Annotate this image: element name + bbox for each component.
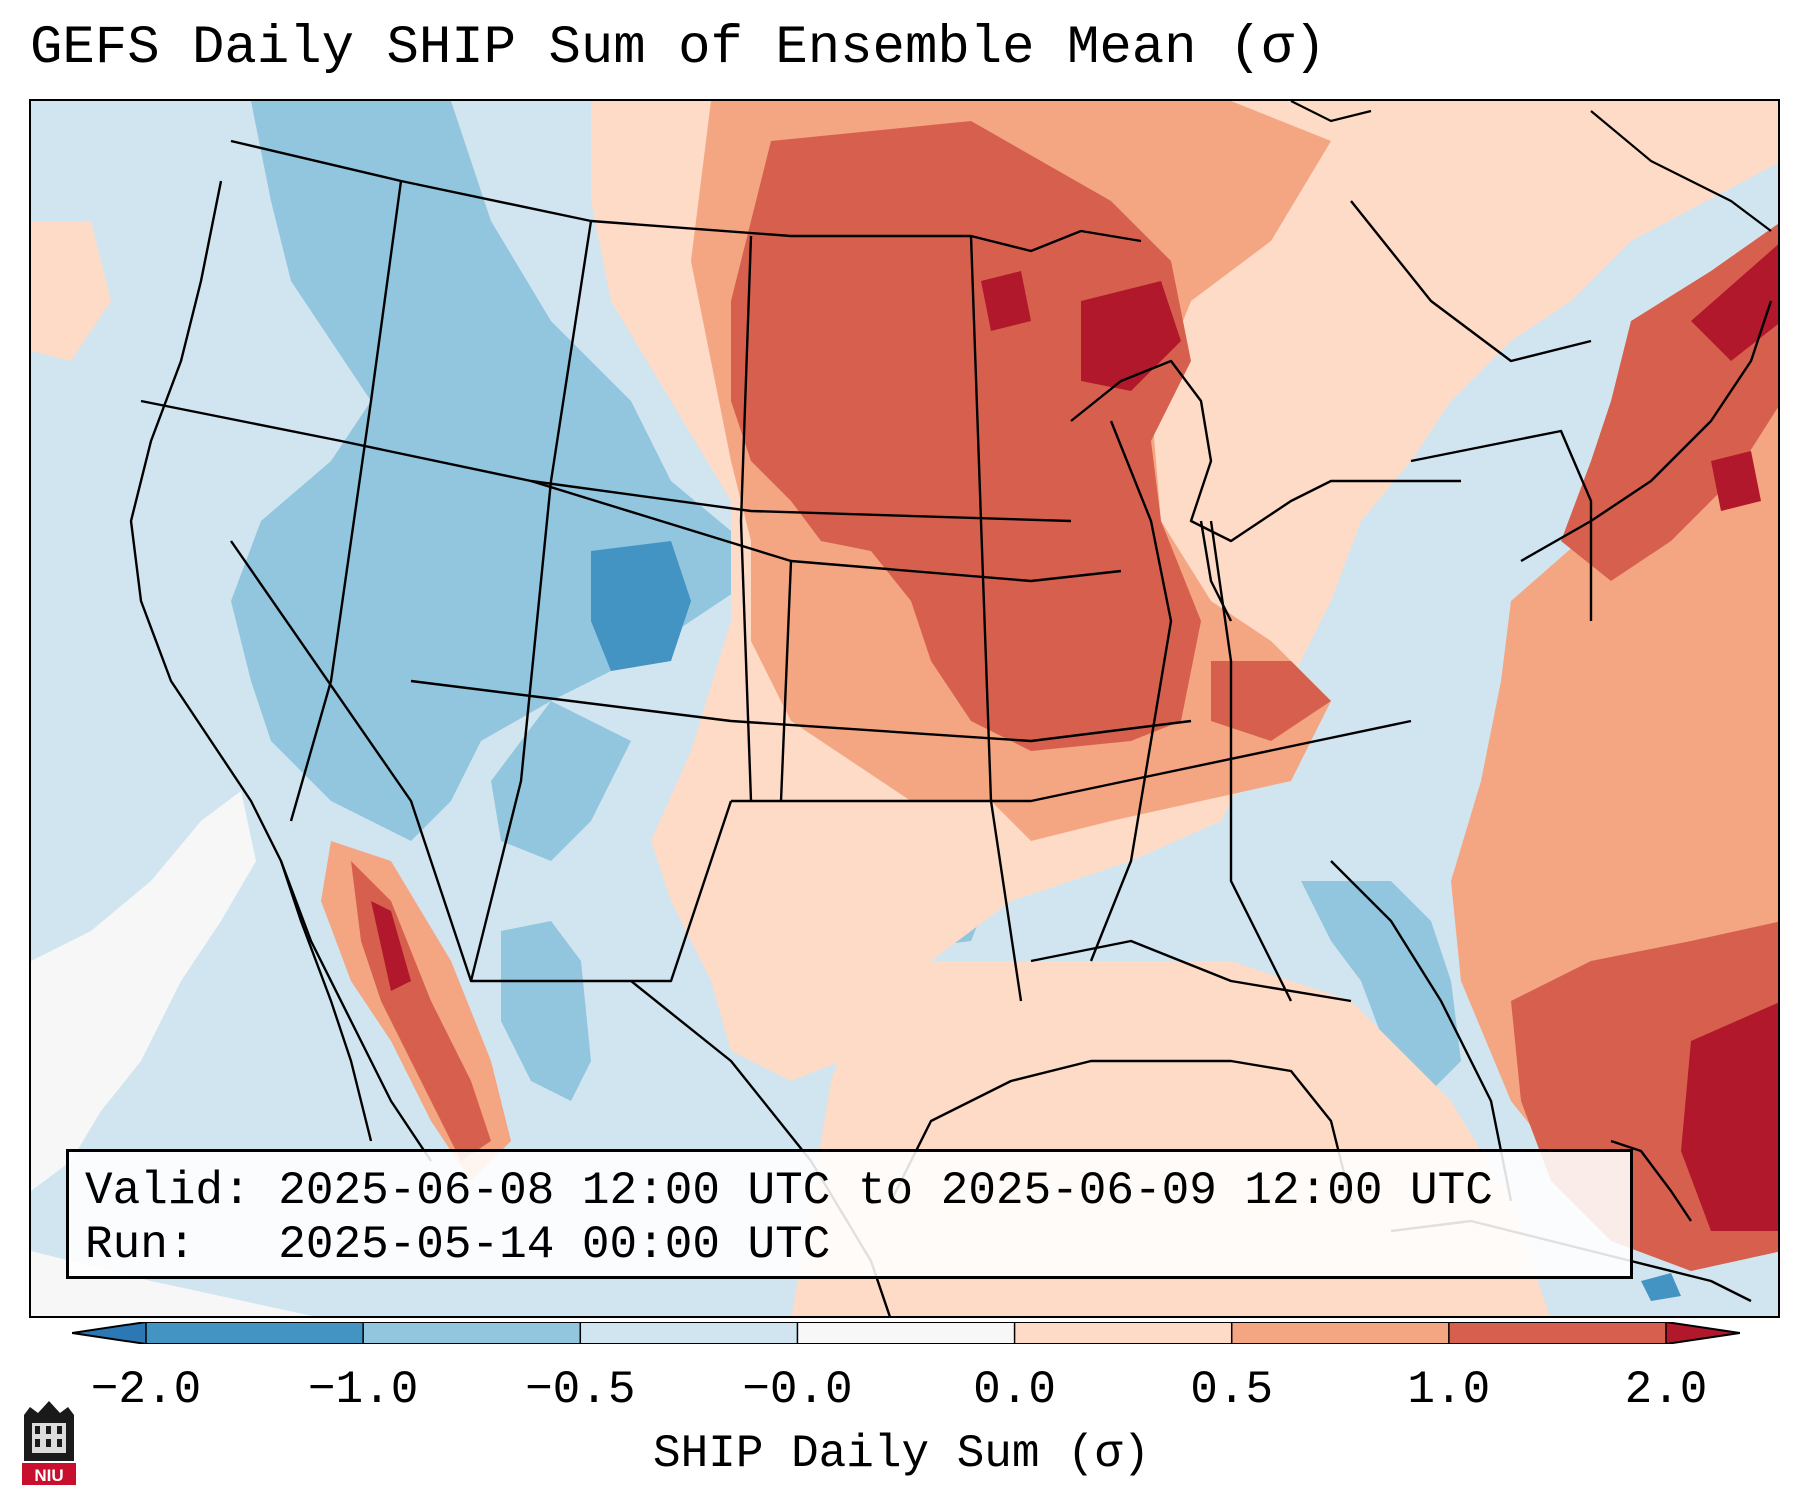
colorbar-tick-label: −0.0 [742,1364,853,1416]
colorbar-over-triangle [1666,1322,1740,1344]
colorbar-label: SHIP Daily Sum (σ) [653,1428,1150,1480]
near-zero-regions [31,791,313,1316]
colorbar-tick-label: −1.0 [307,1364,419,1416]
colorbar-bin [1014,1322,1233,1344]
niu-logo-text: NIU [34,1466,63,1485]
valid-value: 2025-06-08 12:00 UTC to 2025-06-09 12:00… [278,1165,1493,1217]
run-label: Run: [85,1219,196,1271]
colorbar-scale [71,1321,1741,1345]
positive-extreme-regions [371,244,1778,1231]
coastline-details [1290,101,1772,232]
colorbar-tick-label: −0.5 [525,1364,636,1416]
colorbar-bin [797,1322,1016,1344]
colorbar [71,1321,1741,1349]
niu-badge [22,1463,76,1485]
colorbar-tick-label: 0.0 [973,1364,1056,1416]
colorbar-bin [580,1322,798,1344]
colorbar-bin [1231,1322,1450,1344]
valid-label: Valid: [85,1165,251,1217]
positive-high-regions [351,121,1778,1271]
colorbar-tick-label: 1.0 [1407,1364,1491,1416]
run-value: 2025-05-14 00:00 UTC [278,1219,831,1271]
colorbar-tick-label: −2.0 [90,1364,202,1416]
colorbar-bin [146,1322,364,1344]
colorbar-under-triangle [72,1322,146,1344]
colorbar-tick-label: 0.5 [1190,1364,1274,1416]
colorbar-bin [363,1322,581,1344]
valid-run-info-box: Valid: 2025-06-08 12:00 UTC to 2025-06-0… [66,1149,1633,1279]
map-title: GEFS Daily SHIP Sum of Ensemble Mean (σ) [30,18,1327,79]
colorbar-tick-label: 2.0 [1624,1364,1708,1416]
map-panel [29,99,1780,1318]
ship-anomaly-map [31,101,1778,1316]
niu-logo: NIU [22,1401,76,1485]
colorbar-bin [1448,1322,1667,1344]
